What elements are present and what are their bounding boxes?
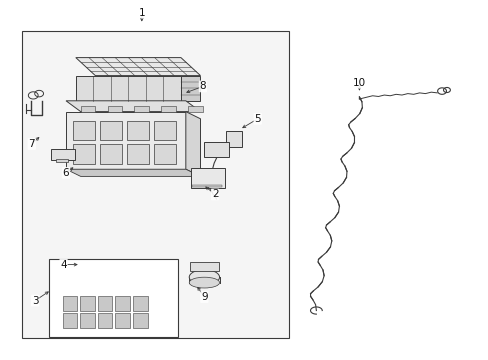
Text: 1: 1 — [138, 8, 145, 18]
Bar — [62, 296, 77, 310]
Polygon shape — [181, 76, 200, 101]
Bar — [98, 296, 112, 310]
Bar — [80, 296, 95, 310]
Bar — [192, 185, 222, 187]
Bar — [98, 312, 112, 328]
Bar — [115, 312, 130, 328]
Polygon shape — [188, 106, 203, 112]
Text: 6: 6 — [62, 168, 69, 178]
Bar — [80, 312, 95, 328]
Text: 2: 2 — [211, 189, 218, 199]
Polygon shape — [66, 169, 200, 176]
Text: 4: 4 — [60, 260, 67, 270]
Bar — [100, 121, 122, 140]
Polygon shape — [81, 106, 95, 112]
Text: 7: 7 — [28, 139, 35, 149]
Text: 3: 3 — [32, 296, 39, 306]
Polygon shape — [66, 101, 200, 112]
Bar — [190, 168, 224, 188]
Polygon shape — [185, 112, 200, 176]
Bar — [154, 121, 176, 140]
Polygon shape — [66, 112, 185, 169]
Text: 10: 10 — [352, 78, 365, 88]
Polygon shape — [153, 283, 163, 331]
Bar — [100, 144, 122, 164]
Polygon shape — [58, 283, 163, 290]
Polygon shape — [58, 290, 153, 331]
Polygon shape — [134, 106, 149, 112]
Ellipse shape — [189, 277, 219, 288]
Bar — [62, 312, 77, 328]
Text: 8: 8 — [199, 81, 206, 91]
Bar — [133, 312, 147, 328]
Bar — [127, 144, 149, 164]
Bar — [115, 296, 130, 310]
Bar — [133, 296, 147, 310]
Bar — [127, 121, 149, 140]
Bar — [204, 142, 228, 157]
Bar — [189, 262, 219, 271]
Polygon shape — [161, 106, 176, 112]
Bar — [73, 121, 95, 140]
Polygon shape — [76, 76, 181, 101]
Bar — [154, 144, 176, 164]
Polygon shape — [76, 58, 200, 76]
Bar — [22, 31, 288, 338]
Ellipse shape — [189, 270, 219, 285]
Polygon shape — [107, 106, 122, 112]
Bar — [73, 144, 95, 164]
Text: 9: 9 — [201, 292, 207, 302]
Bar — [51, 149, 75, 160]
Bar — [225, 131, 241, 147]
Bar — [49, 259, 178, 337]
Bar — [56, 159, 68, 162]
Text: 5: 5 — [254, 114, 261, 124]
